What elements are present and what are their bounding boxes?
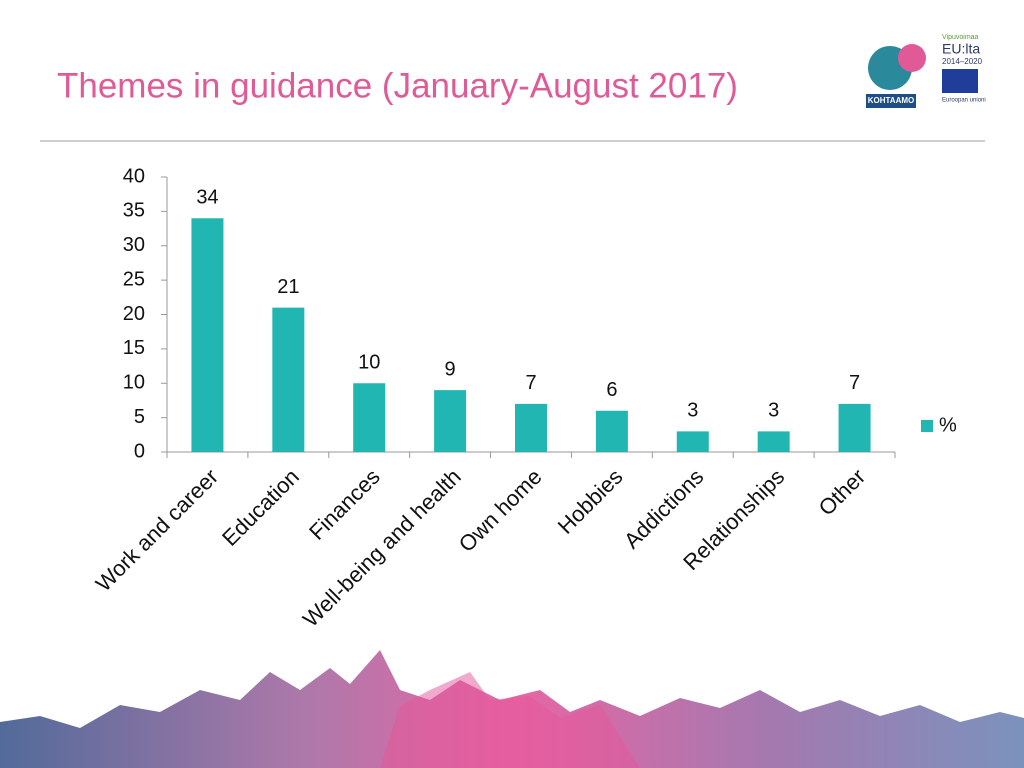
x-tick-label: Own home	[454, 464, 547, 557]
logo-text: 2014–2020	[942, 57, 983, 66]
logo-text: Vipuvoimaa	[942, 34, 979, 41]
value-label: 3	[768, 400, 779, 422]
decoration	[0, 650, 1024, 768]
y-tick-label: 35	[123, 200, 145, 222]
bar	[434, 390, 467, 452]
bar	[353, 383, 386, 452]
x-tick-label: Other	[814, 464, 871, 521]
bar	[757, 431, 790, 452]
y-tick-label: 20	[123, 303, 145, 325]
y-tick-label: 0	[134, 440, 145, 462]
y-tick-label: 15	[123, 337, 145, 359]
y-tick-label: 40	[123, 165, 145, 187]
logo-text: Euroopan unioni	[942, 98, 986, 104]
legend-label: %	[939, 414, 957, 436]
value-label: 7	[525, 372, 536, 394]
bar	[595, 410, 628, 452]
chart-title: Themes in guidance (January-August 2017)	[57, 66, 738, 105]
logo-text: KOHTAAMO	[868, 96, 915, 105]
legend-swatch	[921, 420, 933, 432]
value-label: 7	[849, 372, 860, 394]
value-label: 34	[196, 187, 218, 209]
value-label: 6	[606, 379, 617, 401]
x-tick-label: Hobbies	[553, 464, 628, 539]
x-tick-label: Work and career	[91, 464, 223, 596]
logo-kohtaamo: KOHTAAMO	[866, 44, 926, 108]
bar	[838, 403, 871, 452]
x-tick-label: Education	[217, 464, 304, 551]
y-tick-label: 30	[123, 234, 145, 256]
y-tick-label: 10	[123, 372, 145, 394]
x-tick-label: Finances	[304, 464, 385, 545]
x-tick-label: Well-being and health	[298, 464, 466, 632]
bar	[515, 403, 547, 452]
value-label: 3	[687, 400, 698, 422]
logo-text: EU:lta	[942, 41, 980, 57]
bar	[191, 218, 224, 452]
y-tick-label: 5	[134, 406, 145, 428]
logo-eu: Vipuvoimaa EU:lta 2014–2020 Euroopan uni…	[942, 34, 986, 104]
y-tick-label: 25	[123, 268, 145, 290]
bar	[272, 307, 305, 452]
value-label: 21	[277, 276, 299, 298]
value-label: 10	[358, 352, 380, 374]
bar	[676, 431, 709, 452]
value-label: 9	[445, 358, 456, 380]
chart: 0 5 10 15 20 25 30 35 40 34 21 10 9 7 6 3 3 7% Work and ca…	[91, 165, 957, 632]
